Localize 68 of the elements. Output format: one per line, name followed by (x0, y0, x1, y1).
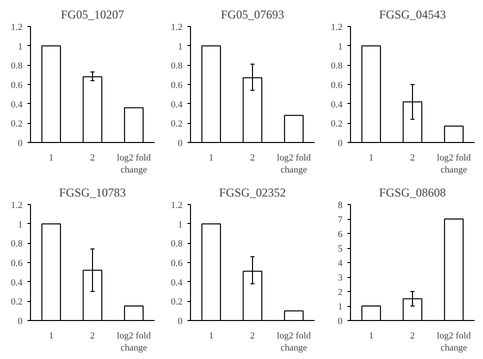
y-tick-label: 1.2 (10, 201, 23, 211)
x-tick-label: log2 fold change (116, 154, 152, 176)
y-tick-label: 0.4 (10, 100, 23, 110)
y-tick-label: 0.6 (10, 81, 23, 91)
y-tick-label: 5 (338, 244, 343, 254)
y-tick-label: 0.8 (10, 62, 23, 72)
y-tick-label: 1.2 (330, 23, 343, 33)
x-tick-label: log2 fold change (116, 332, 152, 354)
y-tick-label: 6 (338, 230, 343, 240)
y-tick-label: 4 (338, 259, 343, 269)
y-tick-label: 0.4 (330, 100, 343, 110)
x-tick-label: 2 (410, 154, 416, 164)
x-tick-label: log2 fold change (436, 154, 472, 176)
y-tick-label: 1 (338, 42, 343, 52)
chart-title: FGSG_04543 (379, 8, 446, 22)
y-tick-label: 1.2 (10, 23, 23, 33)
x-tick-label: 1 (208, 332, 214, 342)
y-tick-label: 7 (338, 216, 343, 226)
y-tick-label: 0.8 (330, 62, 343, 72)
x-tick-label: 2 (250, 154, 256, 164)
y-tick-label: 0.2 (170, 120, 183, 130)
y-tick-label: 1 (18, 220, 23, 230)
y-tick-label: 0 (338, 139, 343, 149)
y-tick-label: 0.6 (330, 81, 343, 91)
y-tick-label: 0 (178, 317, 183, 327)
x-tick-label: log2 fold change (276, 154, 312, 176)
y-tick-label: 1 (18, 42, 23, 52)
chart-title: FGSG_10783 (59, 186, 126, 200)
y-tick-label: 0.6 (10, 259, 23, 269)
y-tick-label: 0.2 (10, 298, 23, 308)
y-tick-label: 0.8 (170, 62, 183, 72)
y-tick-label: 0 (178, 139, 183, 149)
chart-title: FGSG_02352 (219, 186, 286, 200)
y-tick-label: 0.4 (170, 100, 183, 110)
x-tick-label: 1 (368, 154, 374, 164)
y-tick-label: 3 (338, 274, 343, 284)
y-tick-label: 0.4 (170, 278, 183, 288)
y-tick-label: 1.2 (170, 201, 183, 211)
y-tick-label: 1 (178, 42, 183, 52)
y-tick-label: 0.8 (10, 240, 23, 250)
x-tick-label: 2 (90, 154, 96, 164)
y-tick-label: 0.6 (170, 259, 183, 269)
x-tick-label: 2 (250, 332, 256, 342)
chart-title: FG05_07693 (220, 8, 284, 22)
x-tick-label: 1 (208, 154, 214, 164)
y-tick-label: 0.4 (10, 278, 23, 288)
y-tick-label: 0 (18, 139, 23, 149)
x-tick-label: 1 (368, 332, 374, 342)
y-tick-label: 8 (338, 201, 343, 211)
y-tick-label: 0 (338, 317, 343, 327)
y-tick-label: 0.2 (170, 298, 183, 308)
y-tick-label: 0.8 (170, 240, 183, 250)
y-tick-label: 1.2 (170, 23, 183, 33)
x-tick-label: 2 (410, 332, 416, 342)
x-tick-label: log2 fold change (276, 332, 312, 354)
chart-title: FG05_10207 (60, 8, 124, 22)
x-tick-label: 1 (48, 332, 54, 342)
y-tick-label: 1 (338, 302, 343, 312)
x-tick-label: 1 (48, 154, 54, 164)
y-tick-label: 2 (338, 288, 343, 298)
y-tick-label: 0.2 (10, 120, 23, 130)
y-tick-label: 1 (178, 220, 183, 230)
x-tick-label: 2 (90, 332, 96, 342)
chart-title: FGSG_08608 (379, 186, 446, 200)
y-tick-label: 0.6 (170, 81, 183, 91)
y-tick-label: 0 (18, 317, 23, 327)
y-tick-label: 0.2 (330, 120, 343, 130)
x-tick-label: log2 fold change (436, 332, 472, 354)
